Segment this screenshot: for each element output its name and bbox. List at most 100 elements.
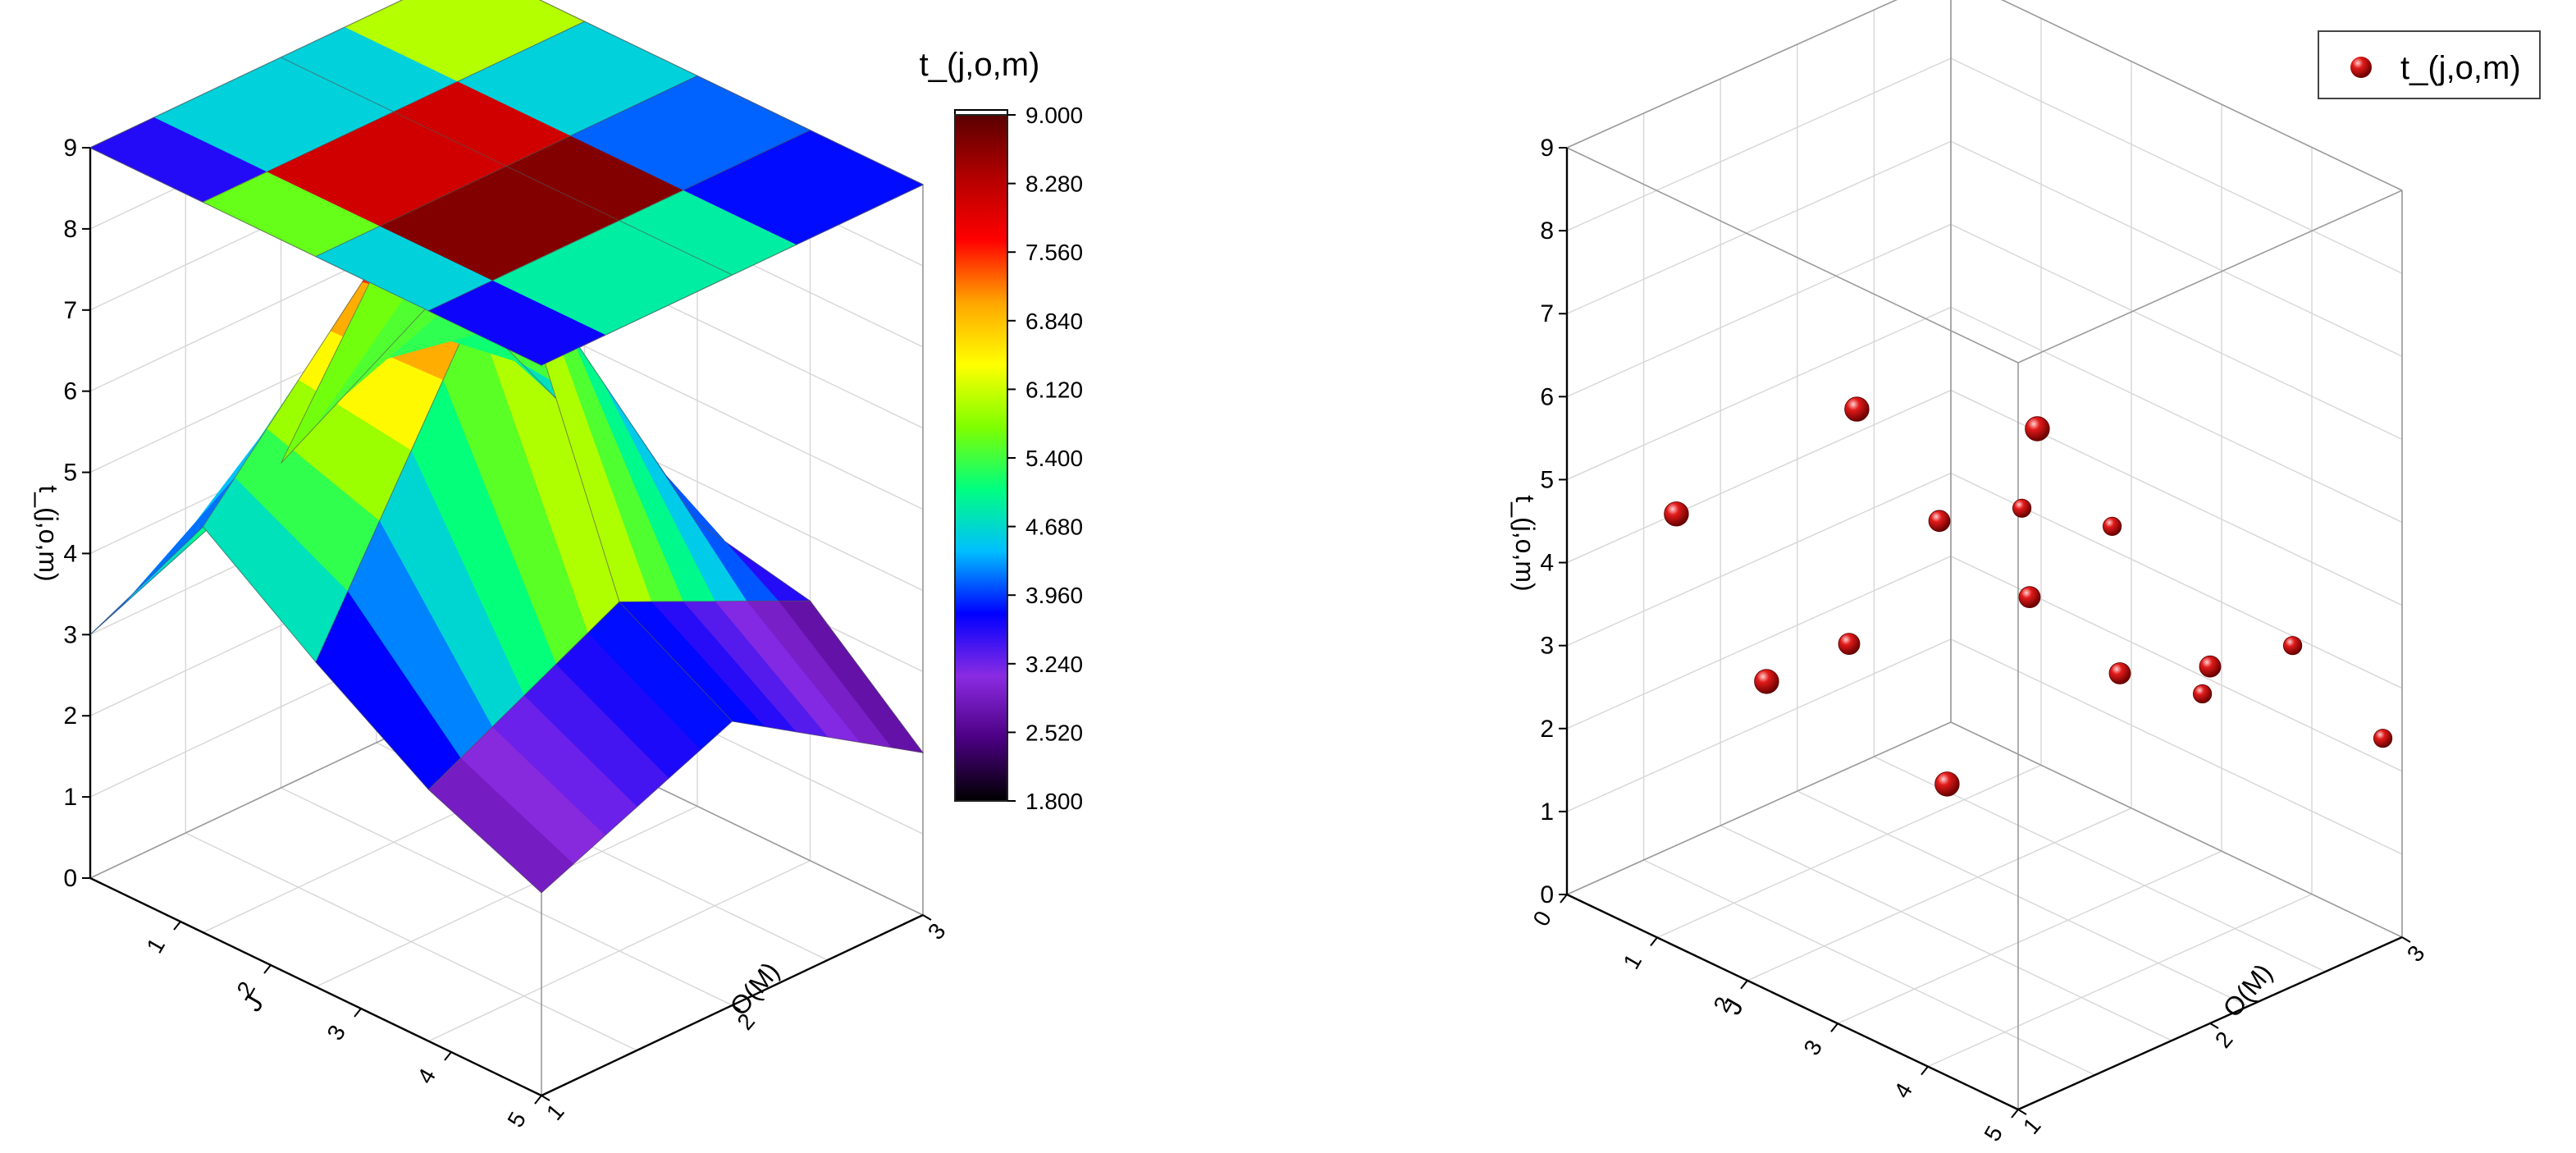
scatter-point (1844, 396, 1870, 422)
scatter-point (2193, 684, 2213, 704)
x-tick-mark (1830, 1023, 1838, 1032)
z-tick-label: 9 (63, 135, 77, 162)
z-tick-label: 5 (1540, 466, 1554, 493)
scatter-chart-gridlines (1566, 0, 2403, 1110)
floor-gridline (1797, 790, 2249, 1007)
z-tick-label: 0 (1540, 881, 1554, 908)
x-tick-label: 1 (141, 934, 170, 958)
x-tick-mark (1740, 980, 1748, 990)
floor-gridline (1656, 764, 2042, 939)
frame-edge (1950, 721, 2403, 938)
floor-gridline (1837, 850, 2222, 1024)
upper-sheet-cell-outline (618, 130, 925, 276)
scatter-chart-frame (1565, 0, 2403, 1111)
y-tick-mark (541, 1095, 550, 1101)
y-tick-mark (731, 1004, 742, 1011)
colorbar-title: t_(j,o,m) (920, 47, 1040, 83)
x-tick-mark (444, 1051, 452, 1061)
surface-z-axis-label: t_(j,o,m) (34, 485, 63, 581)
colorbar-tick-label: 9.000 (1025, 103, 1083, 128)
z-tick-label: 1 (63, 784, 77, 811)
z-tick-label: 7 (63, 297, 77, 324)
surface-y-axis-label: O(M) (724, 956, 784, 1021)
scatter-point (1934, 771, 1960, 797)
colorbar-tick-label: 4.680 (1025, 515, 1083, 540)
z-tick-label: 8 (63, 216, 77, 243)
colorbar-tick-label: 5.400 (1025, 446, 1083, 471)
x-tick-mark (2011, 1109, 2019, 1119)
x-tick-label: 4 (412, 1064, 441, 1088)
scatter-point (2025, 416, 2050, 442)
scatter-point (1928, 510, 1951, 533)
z-tick-label: 1 (1540, 798, 1554, 826)
frame-edge (2017, 190, 2403, 364)
z-tick-label: 6 (63, 378, 77, 405)
legend-label: t_(j,o,m) (2400, 50, 2521, 86)
scatter-point (2018, 586, 2041, 608)
floor-gridline (1720, 825, 2172, 1041)
scatter-point (2012, 498, 2032, 518)
y-tick-mark (2209, 1023, 2219, 1029)
colorbar-tick-label: 7.560 (1025, 240, 1083, 265)
z-tick-label: 7 (1540, 300, 1554, 327)
scatter-legend: t_(j,o,m) (2318, 30, 2541, 99)
scatter-z-axis-label: t_(j,o,m) (1510, 495, 1540, 591)
colorbar-tick-label: 3.240 (1025, 652, 1083, 677)
scatter-point (2373, 729, 2393, 748)
scatter-point (2103, 516, 2122, 537)
x-tick-mark (173, 921, 181, 931)
frame-edge (1566, 721, 1952, 895)
scatter-x-axis-label: J (1717, 994, 1749, 1020)
scatter-point (1664, 501, 1689, 527)
x-tick-mark (263, 964, 272, 974)
back-wall-left (1567, 0, 1951, 894)
floor-gridline (1927, 893, 2313, 1068)
colorbar-tick-labels: 9.000 8.280 7.560 6.840 6.120 5.400 4.680 3.960… (1007, 103, 1083, 814)
surface-mesh (89, 0, 925, 894)
x-tick-label: 3 (322, 1021, 350, 1045)
x-tick-mark (1560, 894, 1568, 904)
floor-gridline (1643, 859, 2095, 1076)
x-tick-mark (1650, 936, 1658, 947)
z-tick-label: 9 (1540, 135, 1554, 162)
colorbar-tick-label: 6.120 (1025, 377, 1083, 402)
colorbar-tick-label: 8.280 (1025, 172, 1083, 197)
x-tick-label: 5 (502, 1108, 531, 1132)
scatter-point (1838, 633, 1861, 655)
colorbar: t_(j,o,m) 9.000 8.280 7.560 6.840 6.120 5.400… (920, 47, 1083, 814)
lower-sheet-cell-outline (618, 600, 925, 753)
x-tick-label: 1 (1618, 949, 1647, 973)
frame-edge (1566, 0, 1898, 149)
y-tick-label: 2 (2210, 1027, 2238, 1053)
colorbar-scale (954, 114, 1008, 802)
scatter-point (2108, 662, 2131, 684)
z-tick-label: 4 (63, 540, 77, 567)
y-tick-label: 3 (2402, 940, 2430, 967)
colorbar-tick-label: 3.960 (1025, 583, 1083, 608)
scatter-y-axis-label: O(M) (2217, 958, 2277, 1023)
z-tick-label: 2 (1540, 716, 1554, 743)
x-axis-line (89, 876, 542, 1097)
z-tick-label: 2 (63, 702, 77, 730)
scatter-points (1664, 396, 2393, 797)
floor-gridline (1747, 808, 2132, 981)
z-tick-label: 8 (1540, 217, 1554, 245)
x-tick-label: 0 (1528, 907, 1556, 931)
z-tick-label: 5 (63, 460, 77, 487)
z-tick-label: 0 (63, 865, 77, 892)
x-tick-label: 5 (1979, 1122, 2007, 1146)
y-tick-mark (922, 914, 932, 921)
frame-edge (1566, 147, 2019, 364)
x-tick-mark (1921, 1065, 1929, 1076)
x-tick-mark (534, 1095, 542, 1105)
floor-gridline (315, 805, 698, 988)
y-tick-mark (2401, 936, 2411, 943)
back-wall-right (1951, 0, 2402, 937)
z-tick-label: 6 (1540, 383, 1554, 410)
scatter-point (1754, 669, 1779, 694)
colorbar-tick-label: 6.840 (1025, 309, 1083, 334)
y-tick-label: 1 (2018, 1113, 2046, 1139)
